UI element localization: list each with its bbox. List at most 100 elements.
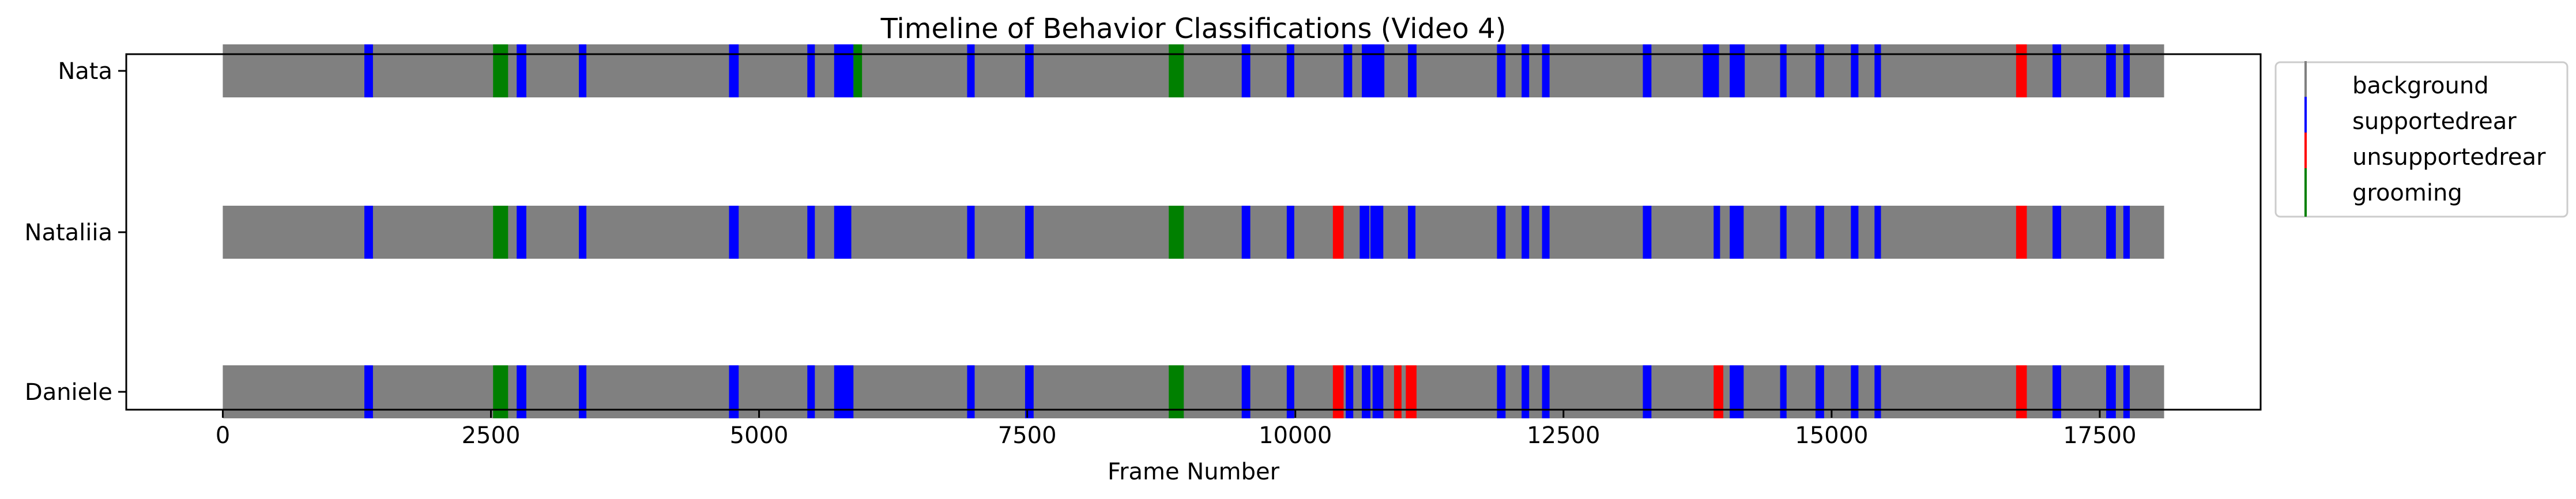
legend-items: background supportedrear unsupportedrear gr… [2304, 61, 2546, 217]
segment-supportedrear [834, 206, 852, 259]
legend-item-unsupportedrear: unsupportedrear [2304, 133, 2546, 181]
segment-supportedrear [579, 206, 587, 259]
segment-supportedrear [1362, 365, 1370, 418]
timeline-row-nataliia [223, 206, 2164, 259]
segment-grooming [853, 44, 863, 97]
x-tick-label: 0 [216, 422, 230, 449]
segment-unsupportedrear [1332, 365, 1344, 418]
segment-unsupportedrear [2016, 365, 2027, 418]
segment-supportedrear [1025, 365, 1034, 418]
segment-supportedrear [1851, 44, 1859, 97]
segment-grooming [493, 44, 509, 97]
segment-supportedrear [1522, 206, 1530, 259]
legend-label: background [2352, 73, 2489, 99]
segment-supportedrear [2052, 44, 2061, 97]
segment-unsupportedrear [1406, 365, 1417, 418]
chart-title: Timeline of Behavior Classifications (Vi… [880, 13, 1507, 45]
segment-supportedrear [1286, 206, 1294, 259]
segment-supportedrear [2106, 44, 2116, 97]
segment-supportedrear [1780, 365, 1787, 418]
segment-supportedrear [967, 206, 975, 259]
x-axis-label: Frame Number [1108, 459, 1280, 485]
segment-supportedrear [1522, 44, 1530, 97]
segment-supportedrear [1497, 44, 1506, 97]
background-bar [223, 44, 2164, 97]
legend-item-supportedrear: supportedrear [2304, 97, 2517, 145]
segment-supportedrear [967, 44, 975, 97]
segment-supportedrear [1241, 44, 1251, 97]
segment-supportedrear [729, 44, 739, 97]
segment-supportedrear [1851, 206, 1859, 259]
legend-item-grooming: grooming [2304, 168, 2462, 217]
segment-supportedrear [729, 206, 739, 259]
segment-supportedrear [1643, 365, 1652, 418]
y-axis: Nata Nataliia Daniele [25, 58, 126, 406]
legend-label: unsupportedrear [2352, 144, 2546, 171]
segment-unsupportedrear [1713, 365, 1723, 418]
segment-supportedrear [517, 365, 526, 418]
segment-supportedrear [1362, 44, 1385, 97]
segment-supportedrear [729, 365, 739, 418]
segment-supportedrear [1730, 206, 1744, 259]
segment-unsupportedrear [2016, 206, 2027, 259]
segment-supportedrear [807, 206, 815, 259]
x-tick-label: 2500 [462, 422, 521, 449]
legend-label: supportedrear [2352, 108, 2517, 135]
x-tick-label: 5000 [730, 422, 789, 449]
segment-supportedrear [1346, 365, 1354, 418]
segment-supportedrear [1730, 44, 1745, 97]
segment-supportedrear [1703, 44, 1719, 97]
segment-supportedrear [1522, 365, 1530, 418]
segment-supportedrear [2052, 206, 2061, 259]
segment-supportedrear [2123, 365, 2130, 418]
segment-supportedrear [807, 365, 815, 418]
background-bar [223, 206, 2164, 259]
segment-supportedrear [1372, 365, 1384, 418]
segment-grooming [493, 206, 509, 259]
segment-supportedrear [1408, 206, 1416, 259]
segment-supportedrear [1542, 206, 1550, 259]
segment-supportedrear [1780, 206, 1787, 259]
segment-supportedrear [1643, 206, 1652, 259]
segment-supportedrear [1815, 206, 1824, 259]
segment-supportedrear [2106, 206, 2116, 259]
segment-supportedrear [1241, 365, 1251, 418]
segment-supportedrear [1874, 365, 1881, 418]
segment-supportedrear [1542, 365, 1550, 418]
segment-supportedrear [364, 44, 373, 97]
segment-supportedrear [1815, 44, 1824, 97]
segment-supportedrear [2052, 365, 2061, 418]
segment-supportedrear [2106, 365, 2116, 418]
y-tick-label: Daniele [25, 379, 112, 406]
legend: background supportedrear unsupportedrear gr… [2274, 61, 2569, 218]
segment-supportedrear [1286, 365, 1294, 418]
segment-supportedrear [1286, 44, 1294, 97]
segment-supportedrear [1780, 44, 1787, 97]
segment-supportedrear [1343, 44, 1353, 97]
x-tick-label: 12500 [1527, 422, 1600, 449]
x-tick-label: 10000 [1259, 422, 1332, 449]
y-tick-label: Nataliia [25, 220, 112, 246]
segment-grooming [1169, 44, 1184, 97]
segment-supportedrear [1851, 365, 1859, 418]
segment-supportedrear [1815, 365, 1824, 418]
y-tick-label: Nata [58, 58, 112, 85]
segment-supportedrear [517, 44, 526, 97]
legend-label: grooming [2352, 180, 2462, 206]
segment-supportedrear [579, 44, 587, 97]
timeline-row-nata [223, 44, 2164, 97]
segment-grooming [1169, 206, 1184, 259]
segment-supportedrear [2123, 206, 2130, 259]
segment-supportedrear [579, 365, 587, 418]
segment-supportedrear [1713, 206, 1720, 259]
x-tick-label: 15000 [1795, 422, 1868, 449]
segment-supportedrear [1241, 206, 1251, 259]
segment-supportedrear [517, 206, 526, 259]
x-tick-label: 17500 [2063, 422, 2136, 449]
segment-supportedrear [1874, 206, 1881, 259]
segment-unsupportedrear [1332, 206, 1344, 259]
segment-supportedrear [1497, 365, 1506, 418]
segment-supportedrear [1497, 206, 1506, 259]
segment-supportedrear [1025, 206, 1034, 259]
